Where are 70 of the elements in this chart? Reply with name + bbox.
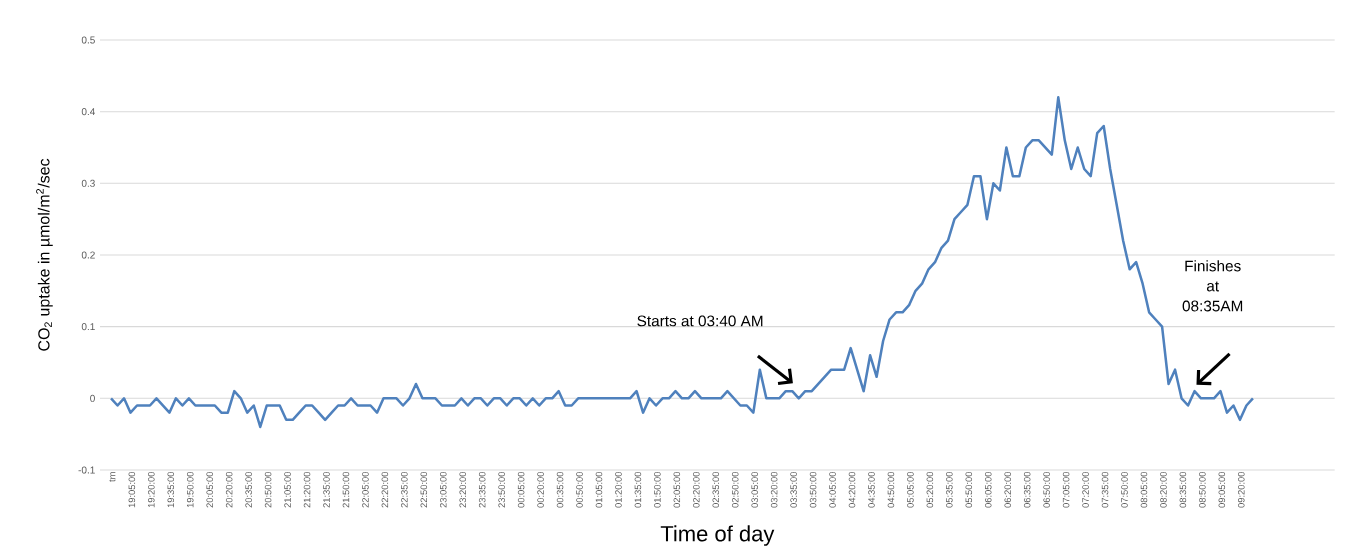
x-tick-label: 03:20:00: [770, 471, 778, 508]
x-tick-label: 00:35:00: [556, 471, 564, 508]
x-tick-label: 05:05:00: [907, 471, 914, 508]
x-tick-label: 00:50:00: [576, 471, 583, 508]
x-tick-label: 19:20:00: [148, 471, 155, 508]
x-tick-label: 07:20:00: [1082, 471, 1089, 508]
x-tick-label: 23:20:00: [459, 471, 467, 508]
x-tick-label: 21:50:00: [342, 471, 350, 508]
x-tick-label: 06:05:00: [984, 471, 992, 508]
x-tick-label: 05:20:00: [926, 471, 934, 508]
x-tick-label: 02:50:00: [731, 471, 739, 508]
x-tick-label: 09:20:00: [1237, 471, 1245, 508]
x-tick-label: 08:35:00: [1179, 471, 1187, 508]
x-tick-label: 01:05:00: [595, 471, 603, 508]
x-tick-label: 04:50:00: [887, 471, 895, 508]
x-tick-label: 03:50:00: [809, 471, 817, 508]
x-tick-label: 06:20:00: [1004, 471, 1012, 508]
x-tick-label: 01:35:00: [634, 471, 642, 508]
x-tick-label: 06:50:00: [1043, 471, 1050, 508]
annotation: Starts at 03:40 AM: [637, 315, 763, 327]
x-tick-label: 02:35:00: [712, 471, 720, 508]
x-tick-label: 02:20:00: [693, 471, 700, 508]
x-tick-label: 05:35:00: [946, 471, 953, 508]
x-tick-label: 07:05:00: [1062, 471, 1070, 508]
y-tick-label: 0: [90, 394, 95, 402]
x-tick-label: 22:05:00: [362, 471, 369, 508]
y-tick-label: 0.4: [81, 108, 96, 116]
x-tick-label: 19:50:00: [186, 471, 194, 508]
x-tick-label: 07:35:00: [1101, 471, 1109, 508]
x-tick-label: 23:35:00: [478, 471, 486, 508]
x-tick-label: 21:20:00: [303, 471, 311, 508]
x-tick-label: 20:20:00: [225, 471, 233, 508]
x-tick-label: 22:20:00: [381, 471, 389, 508]
x-tick-label: 03:05:00: [751, 471, 758, 508]
x-tick-label: 04:35:00: [868, 471, 875, 508]
x-tick-label: 08:50:00: [1199, 471, 1206, 508]
x-tick-label: 02:05:00: [673, 471, 681, 508]
x-tick-label: 22:50:00: [420, 471, 428, 508]
x-tick-label: 22:35:00: [401, 471, 408, 508]
x-tick-label: 09:05:00: [1218, 471, 1226, 508]
y-tick-label: -0.1: [78, 466, 95, 474]
annotation: Finishes at 08:35AM: [1182, 260, 1243, 312]
x-tick-label: 05:50:00: [965, 471, 973, 508]
x-tick-label: 03:35:00: [790, 471, 797, 508]
x-tick-label: 00:05:00: [517, 471, 525, 508]
x-tick-label: 20:35:00: [245, 471, 252, 508]
y-tick-label: 0.5: [81, 36, 95, 44]
x-tick-label: 23:05:00: [439, 471, 447, 508]
x-tick-label: tm: [109, 472, 116, 482]
x-tick-label: 06:35:00: [1023, 471, 1031, 508]
x-tick-label: 21:05:00: [284, 471, 291, 508]
x-tick-label: 01:50:00: [654, 471, 661, 508]
y-tick-label: 0.2: [81, 251, 95, 259]
x-tick-label: 19:05:00: [128, 471, 136, 508]
x-tick-label: 07:50:00: [1121, 471, 1128, 508]
y-axis-title: CO$_{2}$ uptake in µmol/m$^{2}$/sec: [36, 158, 53, 351]
x-tick-label: 01:20:00: [615, 471, 622, 508]
x-tick-label: 19:35:00: [167, 471, 175, 508]
x-axis-title: Time of day: [660, 525, 775, 546]
x-tick-label: 21:35:00: [323, 471, 330, 508]
y-tick-label: 0.1: [81, 323, 95, 331]
x-tick-label: 08:05:00: [1140, 471, 1148, 508]
x-tick-label: 08:20:00: [1160, 471, 1167, 508]
y-tick-label: 0.3: [81, 179, 95, 187]
x-tick-label: 23:50:00: [498, 471, 505, 508]
x-tick-label: 20:50:00: [264, 471, 272, 508]
x-tick-label: 04:05:00: [829, 471, 836, 508]
x-tick-label: 20:05:00: [206, 471, 213, 508]
x-tick-label: 04:20:00: [848, 471, 856, 508]
x-tick-label: 00:20:00: [537, 471, 544, 508]
